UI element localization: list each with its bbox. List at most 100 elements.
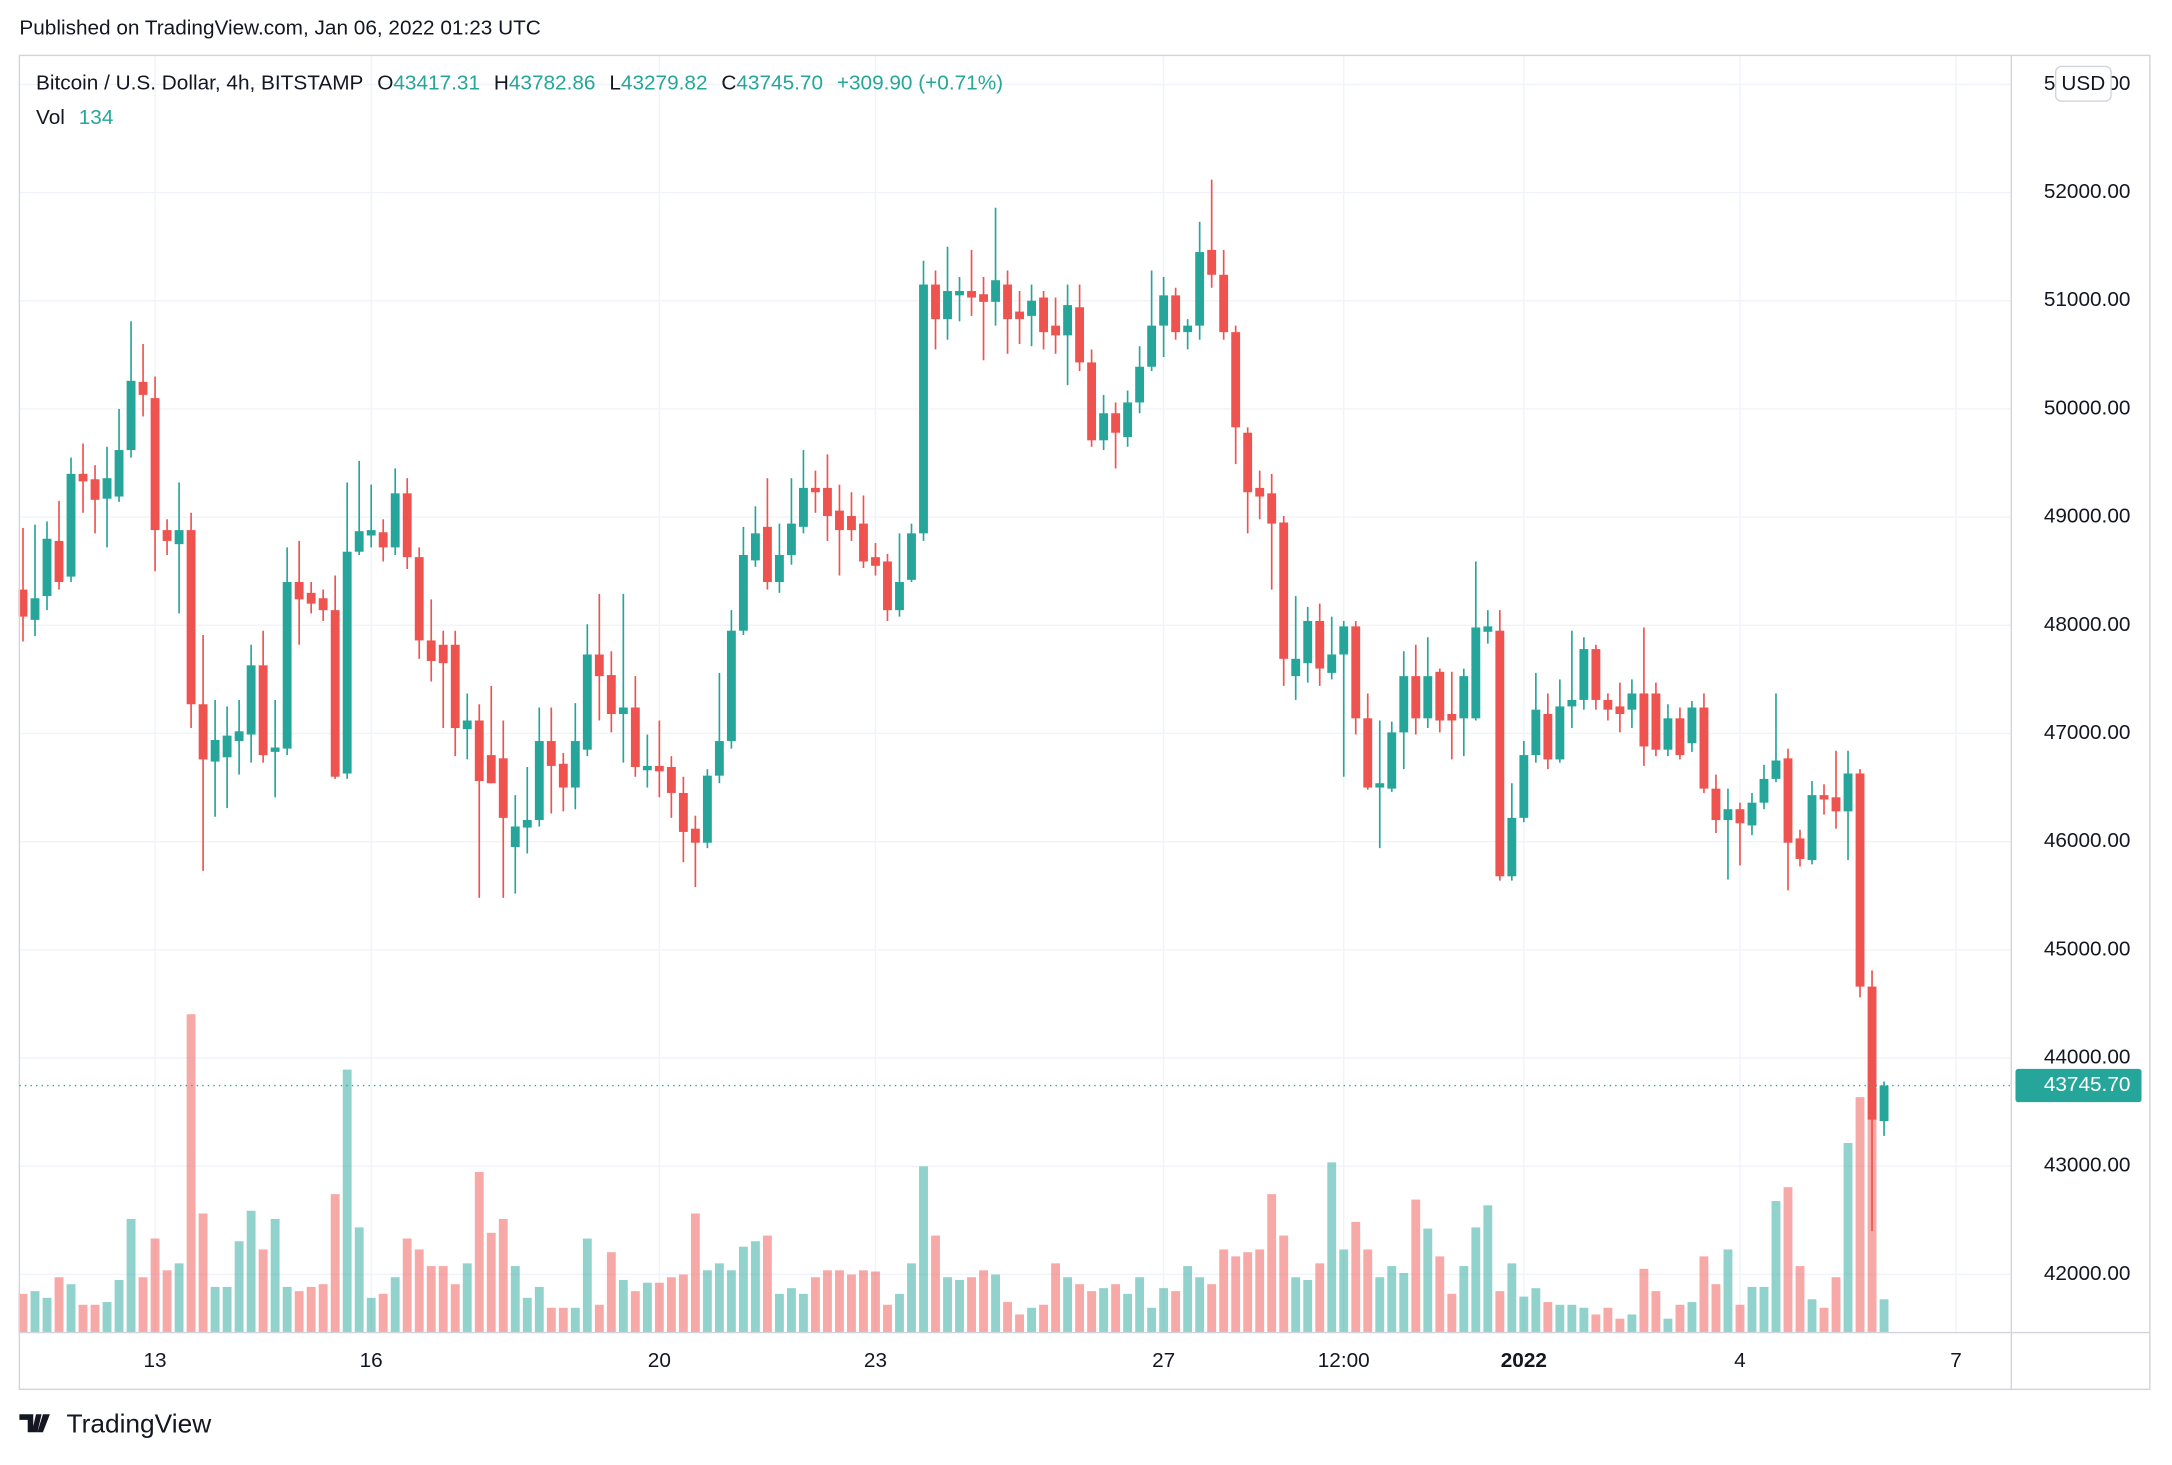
volume-bar — [414, 1249, 424, 1333]
candle-body — [282, 582, 292, 749]
candle-body — [1099, 413, 1109, 441]
candle-body — [1279, 522, 1289, 659]
volume-bar — [1591, 1314, 1601, 1333]
candle-body — [570, 741, 580, 788]
x-tick-label: 23 — [864, 1349, 887, 1372]
change: +309.90 (+0.71%) — [837, 72, 1003, 95]
volume-bar — [811, 1277, 820, 1333]
volume-bar — [702, 1270, 712, 1333]
y-tick-label: 49000.00 — [2044, 505, 2131, 528]
candle-body — [1675, 718, 1685, 756]
candle-body — [1315, 620, 1325, 669]
volume-bar — [762, 1235, 772, 1333]
candle-body — [1351, 626, 1361, 719]
candle-body — [1807, 795, 1817, 861]
volume-bar — [1363, 1249, 1373, 1333]
candle-body — [1327, 654, 1337, 673]
candle-body — [750, 533, 760, 561]
volume-bar — [1075, 1284, 1085, 1333]
candle-body — [354, 531, 364, 552]
volume-bar — [799, 1293, 808, 1333]
candle-body — [1543, 713, 1553, 760]
candle-body — [1183, 325, 1193, 333]
currency-badge[interactable] — [2054, 65, 2112, 102]
candle-body — [666, 767, 676, 793]
volume-bar — [1711, 1284, 1721, 1333]
candle-body — [919, 284, 928, 534]
axes: 42000.00 43000.00 44000.00 45000.00 46000.00… — [19, 72, 2142, 1372]
candle-body — [1375, 783, 1385, 788]
c-value: 43745.70 — [736, 72, 823, 95]
volume-bar — [630, 1291, 640, 1333]
h-label: H — [494, 72, 509, 95]
candle-body — [198, 704, 208, 760]
volume-bar — [1351, 1221, 1361, 1333]
volume-bar — [1099, 1288, 1109, 1333]
candle-body — [30, 598, 40, 620]
volume-bar — [294, 1291, 304, 1333]
candle-body — [690, 828, 700, 843]
volume-bar — [1423, 1228, 1433, 1333]
y-tick-label: 51000.00 — [2044, 288, 2131, 311]
volume-bar — [1435, 1256, 1445, 1333]
candle-body — [306, 592, 316, 604]
candle-body — [1651, 693, 1661, 750]
candle-body — [642, 765, 652, 771]
volume-bar — [582, 1238, 592, 1333]
volume-bar — [234, 1241, 244, 1333]
candle-body — [1243, 432, 1253, 493]
candle-body — [1387, 732, 1397, 789]
candle-body — [786, 523, 796, 555]
volume-bar — [1243, 1252, 1253, 1333]
volume-bar — [1783, 1187, 1793, 1333]
candle-body — [90, 479, 100, 500]
volume-bar — [1603, 1307, 1613, 1333]
candle-body — [78, 473, 88, 482]
symbol: Bitcoin / U.S. Dollar, 4h, BITSTAMP — [36, 72, 363, 95]
volume-bar — [1255, 1249, 1265, 1333]
currency[interactable]: USD — [2061, 72, 2105, 95]
volume-bar — [823, 1270, 832, 1333]
volume-bar — [1843, 1143, 1853, 1333]
volume-pane — [18, 1014, 1889, 1333]
candle-body — [1339, 626, 1349, 655]
y-tick-label: 45000.00 — [2044, 937, 2131, 960]
volume-bar — [1303, 1279, 1313, 1333]
y-tick-label: 46000.00 — [2044, 829, 2131, 852]
volume-bar — [1651, 1291, 1661, 1333]
volume-bar — [102, 1302, 112, 1333]
x-tick-label: 7 — [1950, 1349, 1962, 1372]
volume-bar — [979, 1270, 988, 1333]
brand: TradingView — [66, 1408, 212, 1438]
candle-body — [366, 530, 376, 536]
volume-bar — [246, 1210, 256, 1333]
candle-body — [762, 526, 772, 583]
volume-bar — [835, 1270, 844, 1333]
volume-bar — [1411, 1199, 1421, 1333]
volume-bar — [1675, 1304, 1685, 1333]
volume-bar — [1795, 1266, 1805, 1333]
volume-bar — [18, 1293, 28, 1333]
y-tick-label: 50000.00 — [2044, 396, 2131, 419]
volume-bar — [1879, 1299, 1889, 1333]
logo — [19, 1414, 50, 1433]
volume-bar — [1003, 1302, 1012, 1333]
volume-bar — [931, 1235, 940, 1333]
candle-body — [895, 582, 904, 611]
volume-bar — [1699, 1256, 1709, 1333]
candle-body — [1063, 305, 1073, 336]
candle-body — [907, 533, 916, 580]
candle-body — [390, 493, 400, 548]
candle-body — [126, 380, 136, 451]
last-price-label: 43745.70 — [2044, 1073, 2131, 1096]
volume-bar — [1471, 1227, 1481, 1333]
volume-bar — [883, 1304, 892, 1333]
volume-bar — [1171, 1291, 1181, 1333]
candle-body — [1015, 311, 1024, 320]
candle-body — [991, 280, 1000, 302]
candle-body — [474, 720, 484, 782]
candle-body — [1435, 671, 1445, 721]
o-label: O — [377, 72, 393, 95]
volume-bar — [30, 1291, 40, 1333]
